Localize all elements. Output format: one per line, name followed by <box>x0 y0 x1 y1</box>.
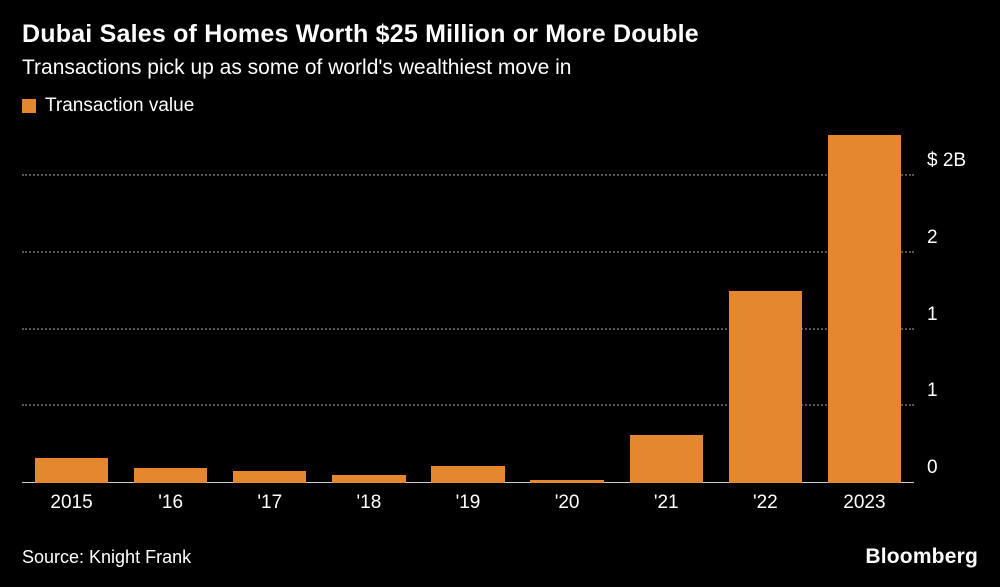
y-axis-tick-label: 1 <box>927 303 938 325</box>
footer: Source: Knight Frank Bloomberg <box>22 545 978 569</box>
x-axis-label: '17 <box>257 492 283 513</box>
bar-slot <box>815 135 914 483</box>
bar-slot <box>220 135 319 483</box>
legend: Transaction value <box>22 95 978 117</box>
x-axis-label: '21 <box>653 492 679 513</box>
x-axis-labels: 2015 '16 '17 '18 '19 '20 '21 '22 2023 <box>22 492 914 514</box>
bar-2023 <box>827 135 902 483</box>
chart-subtitle: Transactions pick up as some of world's … <box>22 56 572 79</box>
bar-18 <box>332 475 406 483</box>
bar-slot <box>716 135 815 483</box>
bar-slot <box>22 135 121 483</box>
chart-title: Dubai Sales of Homes Worth $25 Million o… <box>22 20 699 48</box>
x-axis-label: '16 <box>158 492 184 513</box>
y-axis-tick-label: 1 <box>927 380 938 402</box>
bar-20 <box>530 480 604 483</box>
bar-22 <box>728 291 802 483</box>
x-axis-label: '18 <box>356 492 382 513</box>
bar-2015 <box>34 458 109 483</box>
y-axis-labels: 0 1 1 2 $ 2B <box>914 135 978 483</box>
bar-series <box>22 135 914 483</box>
gridline <box>22 404 914 407</box>
bloomberg-logo: Bloomberg <box>865 545 978 568</box>
legend-label: Transaction value <box>45 95 195 116</box>
bar-21 <box>629 435 703 483</box>
y-axis-tick-label: 2 <box>927 227 938 249</box>
source-note: Source: Knight Frank <box>22 546 192 567</box>
x-axis-label: 2023 <box>843 492 886 513</box>
gridline <box>22 327 914 330</box>
bar-19 <box>431 466 505 483</box>
bar-slot <box>121 135 220 483</box>
legend-swatch-icon <box>22 99 36 113</box>
gridline <box>22 251 914 254</box>
bar-slot <box>617 135 716 483</box>
bar-16 <box>134 467 208 483</box>
bar-slot <box>418 135 517 483</box>
x-axis-label: '20 <box>554 492 580 513</box>
y-axis-tick-label: 0 <box>927 457 938 478</box>
plot-area <box>22 135 914 483</box>
x-axis-label: '19 <box>455 492 481 513</box>
bar-17 <box>233 470 307 483</box>
x-axis-label: '22 <box>752 492 778 513</box>
y-axis-tick-label: $ 2B <box>927 150 967 172</box>
gridline <box>22 174 914 177</box>
x-axis-label: 2015 <box>50 492 93 513</box>
bar-slot <box>518 135 617 483</box>
bar-slot <box>319 135 418 483</box>
bar-chart: 0 1 1 2 $ 2B <box>22 135 978 483</box>
